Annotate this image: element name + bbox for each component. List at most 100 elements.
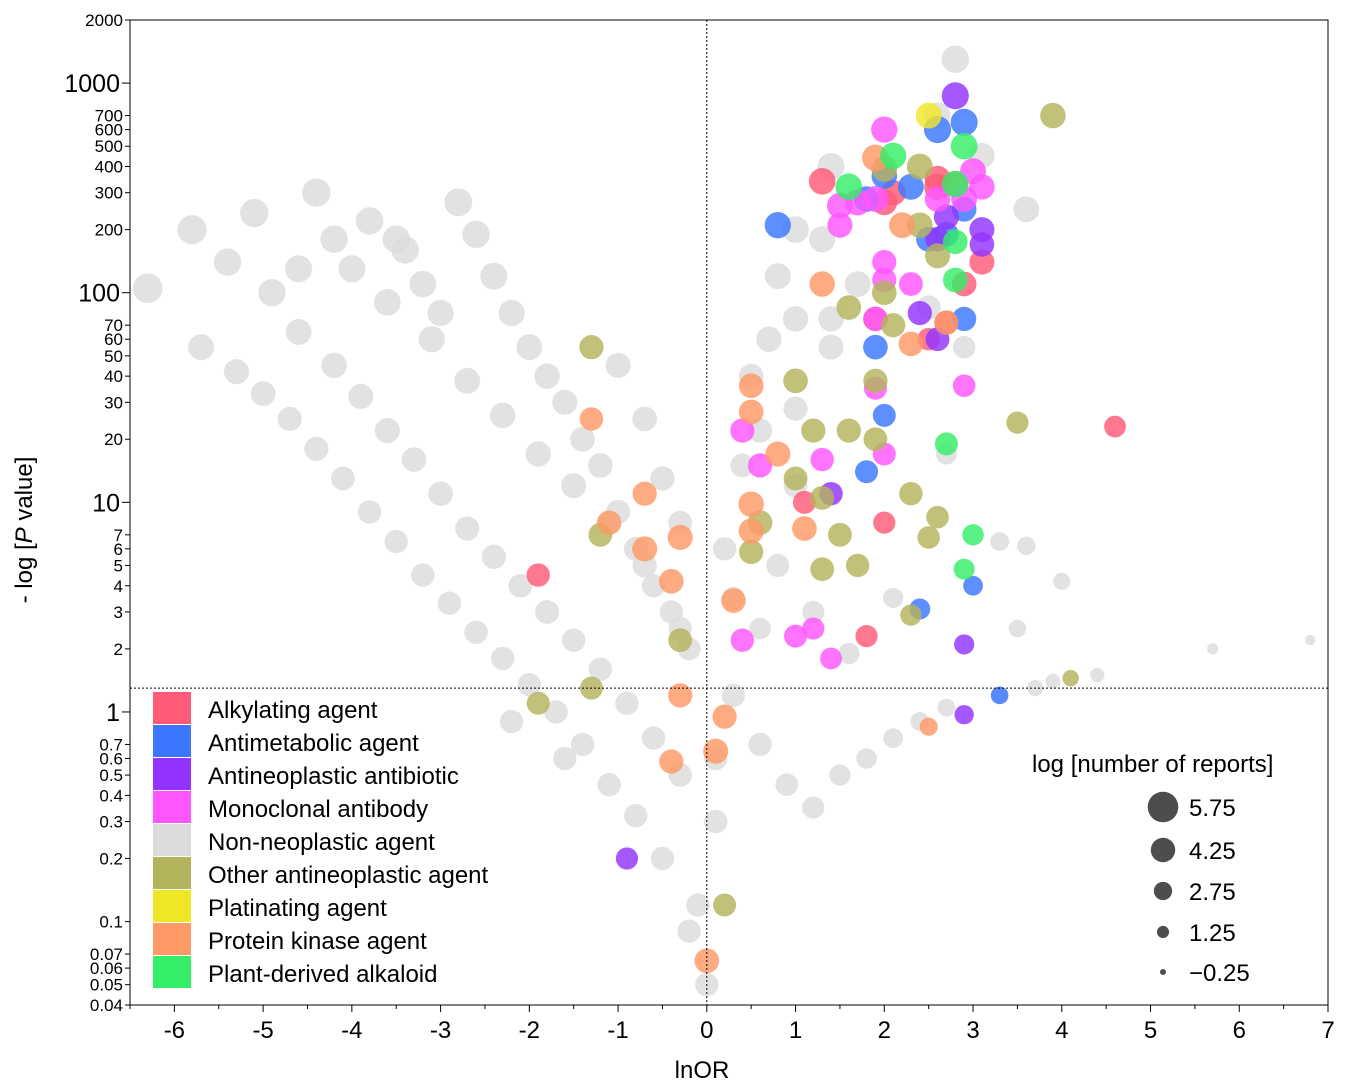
plot-frame	[129, 19, 1329, 1006]
y-minor-tick-label: 0.05	[90, 976, 123, 995]
legend-label: Antimetabolic agent	[208, 730, 419, 757]
data-point	[855, 460, 879, 484]
data-point	[818, 334, 844, 360]
x-tick-label: 1	[789, 1017, 802, 1044]
data-point	[357, 500, 382, 524]
legend-swatch	[153, 758, 191, 790]
data-point	[650, 466, 675, 491]
data-point	[1090, 667, 1105, 683]
x-tick-label: -4	[341, 1017, 362, 1044]
data-point	[686, 893, 710, 917]
data-point	[258, 278, 286, 307]
data-point	[809, 226, 836, 253]
data-point	[954, 705, 974, 725]
data-point	[952, 335, 976, 359]
x-tick-label: 7	[1321, 1017, 1334, 1044]
data-point	[428, 481, 453, 506]
data-point	[498, 299, 525, 327]
data-point	[926, 505, 949, 529]
y-minor-tick-label: 60	[104, 330, 123, 349]
data-point	[597, 510, 622, 535]
y-minor-tick-label: 0.04	[90, 996, 123, 1015]
data-point	[177, 215, 207, 245]
data-point	[570, 732, 595, 757]
data-point	[990, 532, 1010, 552]
data-point	[919, 717, 938, 736]
legend-swatch	[153, 725, 191, 757]
data-point	[808, 167, 836, 195]
data-point	[963, 575, 983, 596]
data-point	[871, 280, 897, 306]
data-point	[810, 485, 835, 510]
legend-label: Other antineoplastic agent	[208, 862, 489, 889]
data-point	[285, 318, 312, 345]
size-legend-title: log [number of reports]	[1032, 751, 1273, 778]
data-point	[775, 773, 798, 796]
data-point	[526, 563, 550, 587]
legend-label: Antineoplastic antibiotic	[208, 763, 459, 790]
data-point	[721, 588, 746, 613]
data-point	[782, 306, 809, 332]
data-point	[240, 198, 269, 228]
data-point	[597, 772, 621, 797]
data-point	[953, 558, 975, 580]
size-legend-label: 4.25	[1189, 838, 1236, 865]
data-point	[712, 537, 737, 561]
data-point	[924, 186, 951, 212]
size-legend: log [number of reports] 5.75 4.25 2.75 1.25 −…	[1032, 751, 1273, 987]
data-point	[587, 453, 613, 478]
data-point	[756, 326, 782, 352]
y-minor-tick-label: 7	[114, 526, 123, 545]
data-point	[411, 563, 435, 587]
data-point	[1008, 619, 1027, 638]
data-point	[464, 620, 488, 644]
data-point	[579, 335, 604, 360]
y-tick-label: 10	[92, 489, 120, 517]
size-legend-marker	[1153, 881, 1173, 901]
data-point	[883, 728, 904, 749]
data-point	[454, 367, 481, 394]
y-axis-label-prefix: - log [	[11, 543, 38, 603]
legend-swatch	[153, 692, 191, 724]
data-point	[1040, 102, 1066, 129]
data-point	[624, 803, 648, 828]
data-point	[810, 557, 835, 582]
data-point	[883, 587, 904, 608]
y-minor-tick-label: 2000	[85, 11, 123, 30]
data-point	[213, 248, 242, 276]
data-point	[900, 604, 922, 626]
axes: -6 -5 -4 -3 -2 -1 0 1 2 3 4 5 6 711010010000.040.050.…	[64, 11, 1334, 1044]
data-point	[855, 625, 878, 648]
y-minor-tick-label: 2	[114, 640, 123, 659]
data-point	[747, 418, 773, 443]
data-point	[659, 749, 684, 774]
data-point	[490, 646, 515, 671]
data-point	[712, 704, 737, 729]
data-point	[934, 310, 959, 335]
data-point	[632, 406, 658, 432]
data-point	[579, 407, 604, 431]
data-point	[348, 383, 374, 409]
data-point	[544, 700, 568, 724]
data-point	[802, 600, 825, 624]
data-point	[526, 691, 550, 715]
data-point	[355, 207, 384, 235]
data-point	[836, 295, 862, 320]
x-tick-label: 4	[1055, 1017, 1068, 1044]
x-axis-label: lnOR	[675, 1057, 730, 1082]
data-point	[668, 628, 693, 653]
data-point	[223, 359, 250, 385]
data-point	[1207, 643, 1219, 655]
data-point	[906, 153, 933, 180]
y-minor-tick-label: 70	[104, 316, 123, 335]
data-point	[721, 683, 746, 708]
data-point	[588, 657, 613, 681]
data-point	[802, 796, 825, 819]
data-point	[828, 522, 852, 547]
data-point	[481, 544, 506, 569]
y-minor-tick-label: 30	[104, 393, 123, 412]
y-axis-label: - log [P value]	[11, 457, 38, 604]
data-point	[899, 272, 923, 296]
y-minor-tick-label: 5	[114, 556, 123, 575]
